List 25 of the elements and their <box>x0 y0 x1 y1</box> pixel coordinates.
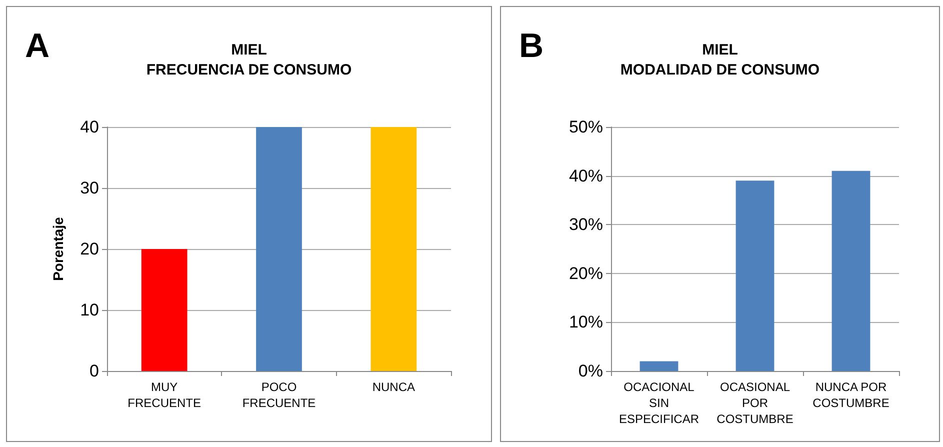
y-tick-label: 10 <box>80 300 99 320</box>
y-tick-label: 30% <box>568 215 603 234</box>
x-tick-label: MUY FRECUENTE <box>128 380 202 410</box>
y-tick-label: 20% <box>568 264 603 283</box>
y-tick-label: 0% <box>578 362 603 380</box>
chart-title: MIEL MODALIDAD DE CONSUMO <box>620 42 820 78</box>
y-tick-label: 50% <box>568 118 603 136</box>
y-tick-label: 40% <box>568 166 603 186</box>
x-tick-label: POCO FRECUENTE <box>242 380 316 410</box>
x-tick-label: NUNCA POR COSTUMBRE <box>812 380 890 410</box>
x-tick-label: NUNCA <box>372 380 416 394</box>
y-tick-label: 20 <box>80 240 99 258</box>
y-tick-label: 30 <box>80 178 99 198</box>
text: A <box>25 27 50 66</box>
y-tick-label: 0 <box>90 362 99 380</box>
text: B <box>519 27 544 66</box>
y-tick-label: 10% <box>568 312 603 332</box>
x-tick-label: OCACIONAL SIN ESPECIFICAR <box>618 380 700 426</box>
y-tick-label: 40 <box>80 118 99 136</box>
bar <box>736 180 774 371</box>
y-axis-title: Porentaje <box>50 216 66 281</box>
chart-title: MIEL FRECUENCIA DE CONSUMO <box>146 42 352 78</box>
bar <box>832 170 870 371</box>
bar <box>640 361 678 371</box>
x-tick-label: OCASIONAL POR COSTUMBRE <box>716 380 794 426</box>
